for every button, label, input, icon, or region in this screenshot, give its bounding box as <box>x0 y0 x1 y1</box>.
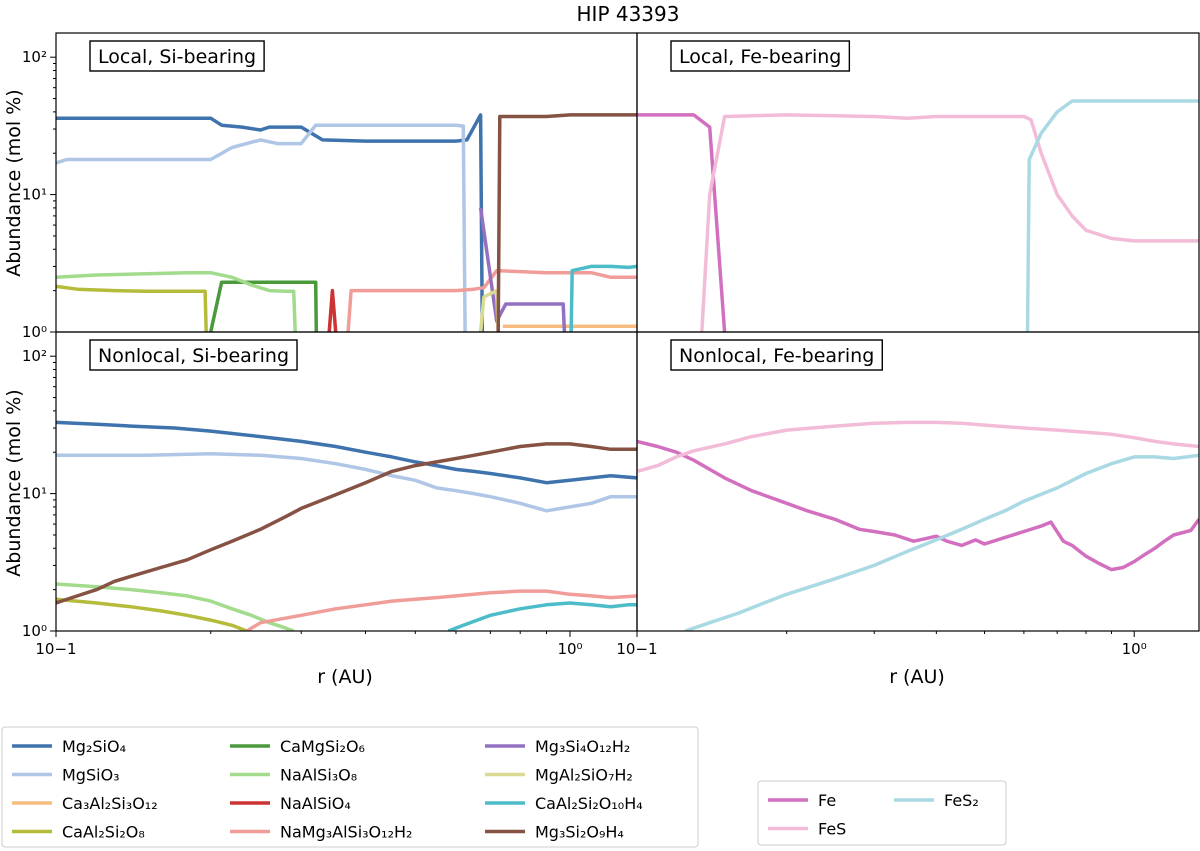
x-axis-label-left: r (AU) <box>317 666 373 688</box>
series-line-fes <box>700 113 1199 332</box>
legend-entry-fe: Fe <box>818 791 836 810</box>
chart-title: HIP 43393 <box>577 2 680 26</box>
y-tick-label: 10⁰ <box>22 622 47 640</box>
panel-label: Local, Si-bearing <box>89 40 265 72</box>
panel-label-text: Local, Si-bearing <box>98 46 256 68</box>
x-axis-label-right: r (AU) <box>889 666 945 688</box>
panels: 10⁰ 10¹ 10² Local, Si-bearing Local, Fe-bear… <box>22 32 1200 658</box>
panel-label-text: Local, Fe-bearing <box>679 46 841 68</box>
legend-entry-caal2si2o8: CaAl₂Si₂O₈ <box>62 823 145 842</box>
panel-local_si: 10⁰ 10¹ 10² Local, Si-bearing <box>22 32 638 341</box>
legend-entry-mgal2sio7h2: MgAl₂SiO₇H₂ <box>535 766 633 785</box>
panel-label-text: Nonlocal, Fe-bearing <box>679 345 874 367</box>
series-group <box>637 99 1199 332</box>
legend-entry-naalsio4: NaAlSiO₄ <box>280 794 351 813</box>
legend-entry-mgsio3: MgSiO₃ <box>62 766 120 785</box>
legend-entry-fes: FeS <box>818 820 846 839</box>
series-line-mg3si2o9h4 <box>56 442 637 605</box>
series-line-caal2si2o8 <box>56 597 248 631</box>
y-axis-label-bottom: Abundance (mol %) <box>3 389 25 576</box>
legend-frame <box>1 726 699 848</box>
series-line-mgsio3 <box>56 451 637 513</box>
series-group <box>56 420 637 631</box>
legend-iron: Fe FeS FeS₂ <box>757 780 1007 846</box>
legend-entry-caal2si2o10h4: CaAl₂Si₂O₁₀H₄ <box>535 794 643 813</box>
series-line-caal2si2o10h4 <box>447 601 637 631</box>
legend-entry-mg3si2o9h4: Mg₃Si₂O₉H₄ <box>535 823 624 842</box>
axis-frame <box>636 331 1200 632</box>
legends: Mg₂SiO₄ MgSiO₃ Ca₃Al₂Si₃O₁₂ CaAl₂Si₂O₈ CaMgS… <box>1 726 1007 848</box>
series-line-mg2sio4 <box>56 420 637 485</box>
series-line-caal2si2o10h4 <box>569 264 637 332</box>
series-line-caal2si2o8 <box>56 284 208 332</box>
series-line-fes2 <box>1025 99 1199 332</box>
panel-label-text: Nonlocal, Si-bearing <box>98 345 289 367</box>
series-line-fes <box>637 420 1199 474</box>
series-line-fe <box>637 113 727 332</box>
series-line-mg2sio4 <box>56 113 485 332</box>
panel-label: Nonlocal, Fe-bearing <box>670 339 883 371</box>
y-tick-label: 10¹ <box>22 186 47 204</box>
legend-entry-mg3si4o12h2: Mg₃Si₄O₁₂H₂ <box>535 737 630 756</box>
series-line-mgsio3 <box>56 123 467 332</box>
x-tick-label: 10⁰ <box>1122 640 1147 658</box>
series-line-fes2 <box>684 453 1199 631</box>
panel-nonlocal_fe: 10−1 10⁰ Nonlocal, Fe-bearing <box>616 331 1200 658</box>
series-line-namg3alsi3o12h2 <box>245 589 637 631</box>
panel-label: Nonlocal, Si-bearing <box>89 339 298 371</box>
x-tick-label: 10⁰ <box>557 640 582 658</box>
series-line-fe <box>637 439 1199 572</box>
legend-entry-camgsi2o6: CaMgSi₂O₆ <box>280 737 365 756</box>
x-tick-label: 10−1 <box>616 640 657 658</box>
legend-entry-naalsi3o8: NaAlSi₃O₈ <box>280 766 357 785</box>
series-line-naalsi3o8 <box>56 270 297 332</box>
y-tick-label: 10⁰ <box>22 323 47 341</box>
series-line-camgsi2o6 <box>208 280 319 332</box>
series-group <box>56 113 637 332</box>
legend-frame <box>757 780 1007 846</box>
legend-entry-fes2: FeS₂ <box>944 791 979 810</box>
panel-local_fe: Local, Fe-bearing <box>636 32 1200 333</box>
y-tick-label: 10² <box>22 48 47 66</box>
legend-entry-ca3al2si3o12: Ca₃Al₂Si₃O₁₂ <box>62 794 158 813</box>
axis-frame <box>55 32 638 333</box>
series-line-naalsi3o8 <box>56 582 295 631</box>
y-tick-label: 10¹ <box>22 485 47 503</box>
legend-entry-namg3alsi3o12h2: NaMg₃AlSi₃O₁₂H₂ <box>280 823 412 842</box>
legend-silicates: Mg₂SiO₄ MgSiO₃ Ca₃Al₂Si₃O₁₂ CaAl₂Si₂O₈ CaMgS… <box>1 726 699 848</box>
legend-entry-mg2sio4: Mg₂SiO₄ <box>62 737 126 756</box>
y-tick-label: 10² <box>22 347 47 365</box>
x-tick-label: 10−1 <box>35 640 76 658</box>
panel-label: Local, Fe-bearing <box>670 40 851 72</box>
y-axis-label-top: Abundance (mol %) <box>3 89 25 276</box>
series-group <box>637 420 1199 631</box>
series-line-mg3si2o9h4 <box>496 113 637 332</box>
series-line-naalsio4 <box>327 288 338 332</box>
